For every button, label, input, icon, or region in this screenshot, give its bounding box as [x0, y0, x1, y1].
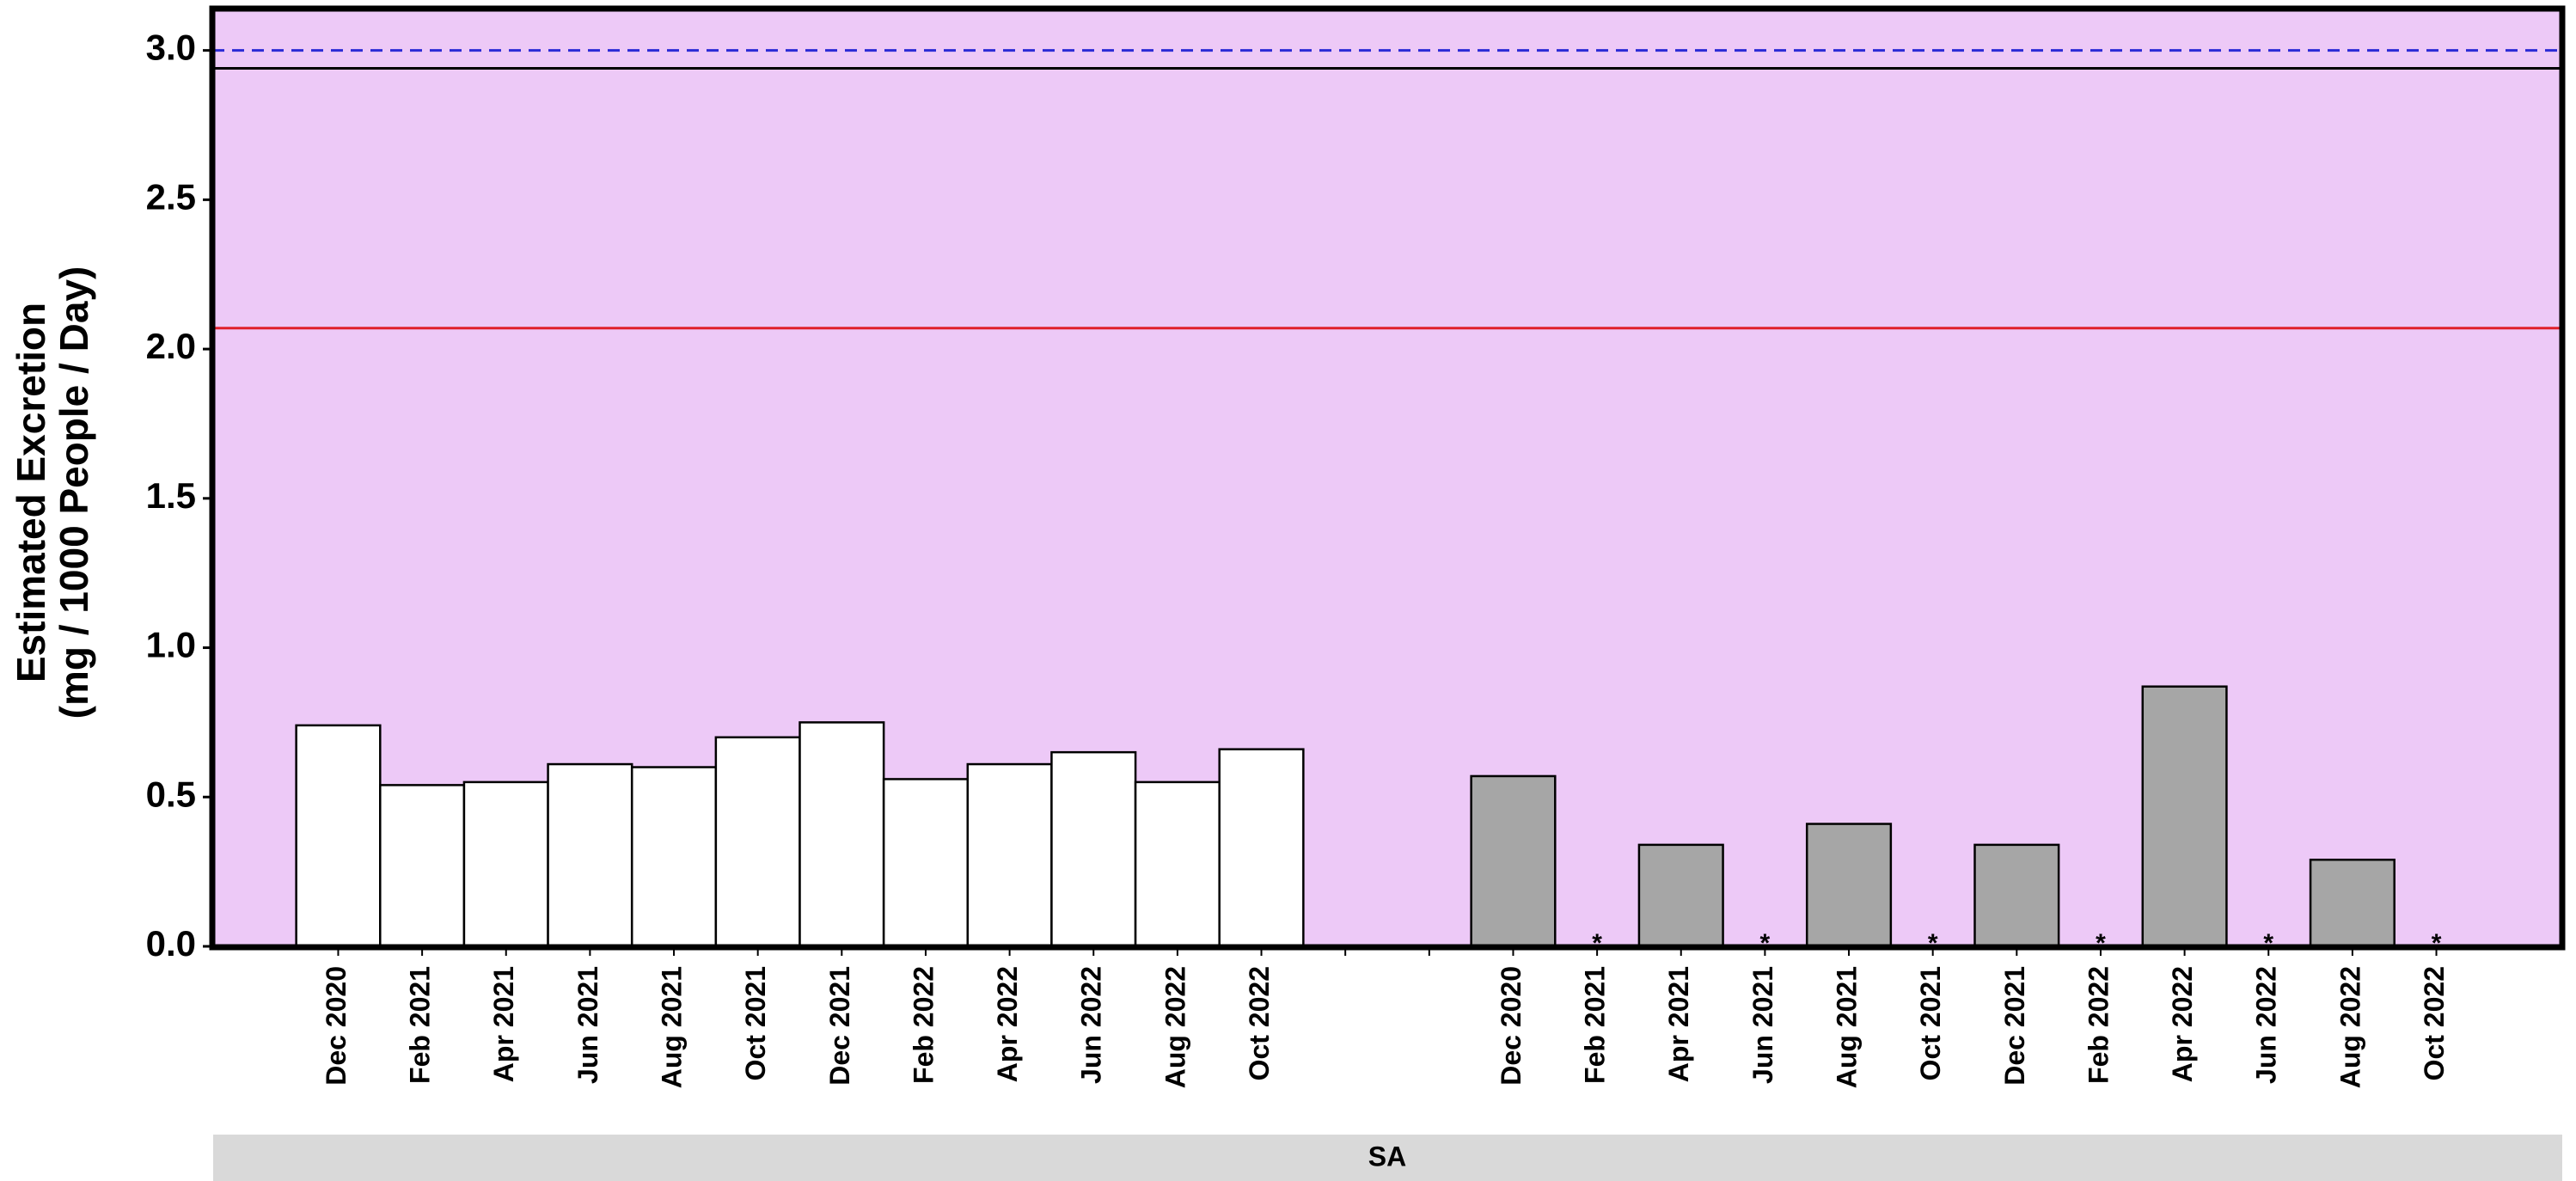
- x-tick-label: Apr 2022: [2167, 966, 2198, 1082]
- bar: [882, 778, 970, 948]
- bar: [798, 721, 885, 948]
- x-tick-label: Jun 2022: [2251, 966, 2282, 1084]
- bar: [1805, 823, 1893, 948]
- x-tick-label: Aug 2022: [1160, 966, 1190, 1088]
- y-tick-label: 0.0: [146, 923, 196, 964]
- bar: [295, 724, 382, 948]
- missing-marker: *: [1592, 929, 1602, 958]
- x-tick-label: Jun 2021: [572, 966, 603, 1084]
- y-tick-label: 0.5: [146, 774, 196, 814]
- plot-border: [209, 5, 2566, 951]
- x-tick-label: Dec 2021: [824, 966, 855, 1086]
- bar: [462, 780, 549, 948]
- x-tick-label: Apr 2021: [1663, 966, 1694, 1082]
- x-tick-label: Oct 2022: [1244, 966, 1275, 1080]
- bar: [1134, 780, 1221, 948]
- y-tick-label: 3.0: [146, 28, 196, 68]
- y-tick-label: 1.5: [146, 475, 196, 516]
- x-tick-label: Feb 2022: [908, 966, 939, 1084]
- missing-marker: *: [2096, 929, 2106, 958]
- x-tick-label: Oct 2021: [1915, 966, 1946, 1080]
- missing-marker: *: [2432, 929, 2442, 958]
- y-tick-label: 1.0: [146, 625, 196, 665]
- bar: [630, 766, 718, 948]
- x-tick-label: Dec 2020: [1496, 966, 1527, 1086]
- x-tick-label: Feb 2021: [1580, 966, 1611, 1084]
- x-tick-label: Feb 2021: [405, 966, 436, 1084]
- x-tick-label: Dec 2021: [1999, 966, 2030, 1086]
- bar: [1050, 750, 1137, 948]
- bar: [547, 762, 633, 948]
- missing-marker: *: [1760, 929, 1771, 958]
- y-axis-label: Estimated Excretion: [9, 303, 53, 682]
- bar: [2309, 858, 2395, 948]
- x-tick-label: Oct 2021: [740, 966, 771, 1080]
- x-tick-label: Oct 2022: [2419, 966, 2450, 1080]
- bar: [966, 762, 1053, 948]
- bar: [1470, 774, 1557, 948]
- x-tick-label: Apr 2021: [488, 966, 519, 1082]
- bar: [379, 784, 466, 948]
- x-tick-label: Aug 2021: [656, 966, 687, 1088]
- missing-marker: *: [2263, 929, 2273, 958]
- x-tick-label: Jun 2021: [1747, 966, 1778, 1084]
- facet-strip: [213, 1135, 2562, 1181]
- y-tick-label: 2.0: [146, 326, 196, 366]
- x-tick-label: Feb 2022: [2083, 966, 2114, 1084]
- y-tick-label: 2.5: [146, 176, 196, 217]
- bar: [1637, 843, 1724, 948]
- bar: [1973, 843, 2060, 948]
- missing-marker: *: [1928, 929, 1938, 958]
- x-tick-label: Aug 2022: [2334, 966, 2365, 1088]
- facet-label: SA: [1368, 1141, 1406, 1172]
- bar: [714, 736, 801, 948]
- x-tick-label: Aug 2021: [1831, 966, 1862, 1088]
- y-axis-label: (mg / 1000 People / Day): [52, 266, 96, 719]
- x-tick-label: Jun 2022: [1076, 966, 1107, 1084]
- bar: [2141, 685, 2228, 948]
- bar: [1218, 748, 1305, 948]
- x-tick-label: Dec 2020: [321, 966, 352, 1086]
- x-tick-label: Apr 2022: [992, 966, 1023, 1082]
